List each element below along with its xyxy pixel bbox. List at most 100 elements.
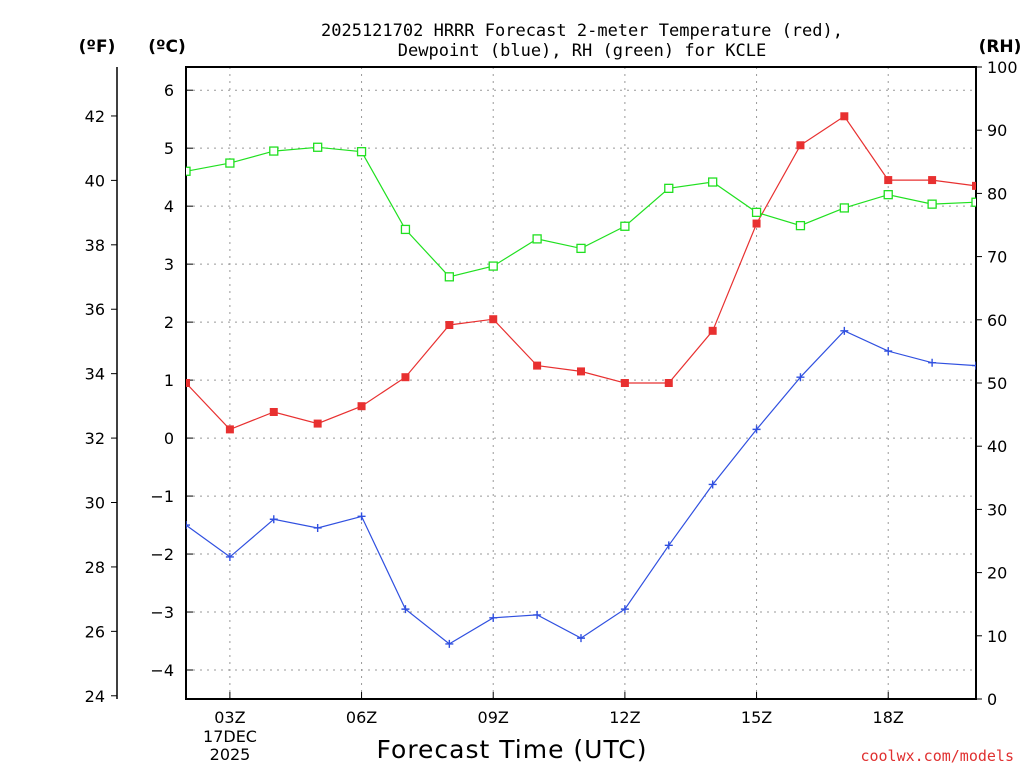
rh-point xyxy=(927,199,937,209)
rh-tick-label: 30 xyxy=(987,500,1007,519)
rh-point xyxy=(795,220,806,231)
dewpoint-point xyxy=(225,552,234,561)
rh-tick-label: 10 xyxy=(987,627,1007,646)
celsius-unit-label: (ºC) xyxy=(148,37,186,57)
dewpoint-point xyxy=(972,361,976,370)
x-tick-label: 03Z xyxy=(214,708,245,727)
2-meter-temperature-point xyxy=(752,219,761,228)
celsius-tick-label: −2 xyxy=(150,545,174,564)
axes xyxy=(111,66,982,700)
2-meter-temperature-point xyxy=(401,373,410,382)
rh-series xyxy=(186,142,976,282)
fahrenheit-tick-label: 34 xyxy=(85,365,105,384)
fahrenheit-tick-label: 40 xyxy=(85,171,105,190)
rh-point xyxy=(356,147,367,157)
rh-point xyxy=(186,166,191,176)
rh-tick-label: 50 xyxy=(987,374,1007,393)
rh-point xyxy=(444,272,454,282)
x-tick-label: 09Z xyxy=(478,708,509,727)
rh-point xyxy=(620,221,630,231)
data-series xyxy=(186,112,976,648)
rh-point xyxy=(971,197,976,207)
rh-point xyxy=(532,234,542,244)
rh-tick-label: 80 xyxy=(987,184,1007,203)
fahrenheit-unit-label: (ºF) xyxy=(79,37,116,57)
rh-point xyxy=(488,261,498,271)
dewpoint-series xyxy=(186,326,976,648)
rh-point xyxy=(664,183,674,193)
x-tick-label: 15Z xyxy=(741,708,772,727)
2-meter-temperature-point xyxy=(489,315,498,324)
rh-point xyxy=(313,142,323,152)
rh-point xyxy=(883,190,893,200)
fahrenheit-tick-label: 26 xyxy=(85,622,105,641)
dewpoint-point xyxy=(313,523,322,532)
2-meter-temperature-point xyxy=(620,379,629,387)
dewpoint-point xyxy=(664,541,673,550)
dewpoint-point xyxy=(620,605,629,614)
dewpoint-point xyxy=(186,521,190,530)
2-meter-temperature-line xyxy=(186,115,976,431)
celsius-tick-label: −3 xyxy=(150,603,174,622)
rh-tick-label: 0 xyxy=(987,690,997,709)
dewpoint-point xyxy=(708,480,717,489)
fahrenheit-tick-label: 28 xyxy=(85,558,105,577)
dewpoint-point xyxy=(533,610,542,619)
celsius-tick-label: 2 xyxy=(164,313,174,332)
2-meter-temperature-point xyxy=(664,379,673,387)
fahrenheit-tick-label: 42 xyxy=(85,107,105,126)
rh-point xyxy=(576,243,586,254)
date-label-day: 17DEC xyxy=(203,727,257,746)
2-meter-temperature-point xyxy=(313,419,322,428)
x-axis-label: Forecast Time (UTC) xyxy=(377,735,648,764)
credit-link[interactable]: coolwx.com/models xyxy=(860,747,1014,765)
fahrenheit-tick-label: 32 xyxy=(85,429,105,448)
celsius-tick-label: 0 xyxy=(164,429,174,448)
dewpoint-point xyxy=(269,515,278,524)
2-meter-temperature-point xyxy=(445,321,454,330)
rh-tick-label: 100 xyxy=(987,58,1018,77)
2-meter-temperature-point xyxy=(186,379,190,387)
dewpoint-point xyxy=(840,326,849,335)
dewpoint-point xyxy=(489,613,498,622)
rh-tick-label: 70 xyxy=(987,248,1007,267)
fahrenheit-tick-label: 38 xyxy=(85,236,105,255)
rh-point xyxy=(708,177,718,187)
plot-frame xyxy=(185,66,977,700)
dewpoint-point xyxy=(884,347,893,356)
dewpoint-point xyxy=(577,634,585,643)
fahrenheit-tick-label: 24 xyxy=(85,687,105,706)
chart-title-line2: Dewpoint (blue), RH (green) for KCLE xyxy=(398,41,766,61)
rh-point xyxy=(269,146,279,156)
2-meter-temperature-point xyxy=(796,141,805,150)
rh-point xyxy=(839,203,849,213)
rh-point xyxy=(751,207,762,218)
2-meter-temperature-point xyxy=(357,402,366,411)
rh-point xyxy=(225,158,235,168)
celsius-tick-label: 6 xyxy=(164,81,174,100)
dewpoint-point xyxy=(445,639,454,648)
celsius-tick-label: 5 xyxy=(164,139,174,158)
rh-tick-label: 40 xyxy=(987,437,1007,456)
fahrenheit-tick-label: 36 xyxy=(85,300,105,319)
rh-point xyxy=(400,224,411,235)
date-label-year: 2025 xyxy=(210,745,251,764)
2-meter-temperature-point xyxy=(577,367,585,376)
2-meter-temperature-point xyxy=(840,112,849,121)
chart-title-line1: 2025121702 HRRR Forecast 2-meter Tempera… xyxy=(321,21,843,41)
rh-line xyxy=(186,146,976,278)
dewpoint-point xyxy=(796,373,805,382)
fahrenheit-tick-label: 30 xyxy=(85,494,105,513)
celsius-tick-label: 1 xyxy=(164,371,174,390)
celsius-tick-label: −4 xyxy=(150,661,174,680)
grid-lines xyxy=(186,67,976,699)
celsius-tick-label: 4 xyxy=(164,197,174,216)
x-tick-label: 12Z xyxy=(609,708,640,727)
dewpoint-point xyxy=(401,605,410,614)
x-tick-label: 06Z xyxy=(346,708,377,727)
2-meter-temperature-point xyxy=(533,361,542,370)
2-meter-temperature-point xyxy=(972,181,976,190)
dewpoint-point xyxy=(357,512,366,521)
